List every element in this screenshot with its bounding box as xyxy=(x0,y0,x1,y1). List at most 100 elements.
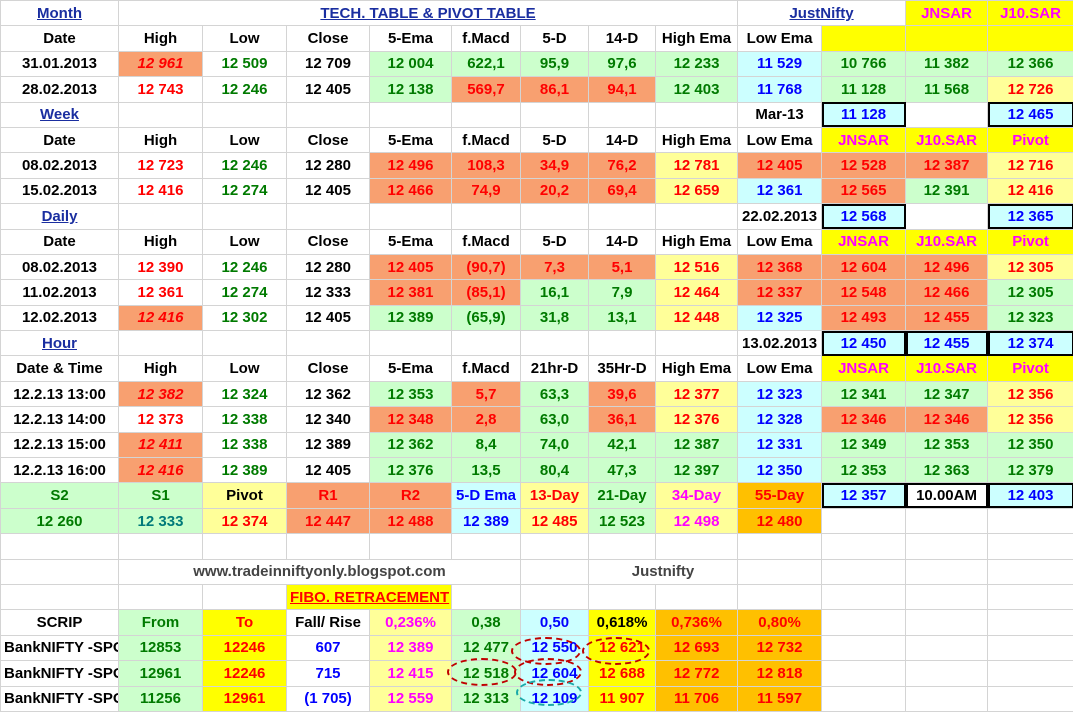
cell[interactable]: 95,9 xyxy=(521,51,589,76)
cell[interactable] xyxy=(370,534,452,559)
cell[interactable]: S1 xyxy=(119,483,203,508)
cell[interactable] xyxy=(119,204,203,229)
cell[interactable]: 12 353 xyxy=(370,381,452,406)
cell[interactable]: 715 xyxy=(287,661,370,686)
cell[interactable] xyxy=(906,534,988,559)
cell[interactable]: 12 565 xyxy=(822,178,906,203)
cell[interactable]: 622,1 xyxy=(452,51,521,76)
cell[interactable]: 12 416 xyxy=(119,178,203,203)
cell[interactable]: 12 743 xyxy=(119,77,203,102)
cell[interactable]: 39,6 xyxy=(589,381,656,406)
cell[interactable] xyxy=(822,534,906,559)
cell[interactable]: 12 496 xyxy=(370,153,452,178)
cell[interactable]: BankNIFTY -SPOT xyxy=(1,661,119,686)
cell[interactable]: J10.SAR xyxy=(906,356,988,381)
cell[interactable] xyxy=(452,102,521,127)
cell[interactable]: Low Ema xyxy=(738,127,822,152)
cell[interactable]: 11 568 xyxy=(906,77,988,102)
cell[interactable] xyxy=(1,584,119,609)
cell[interactable]: 12 397 xyxy=(656,458,738,483)
cell[interactable]: 12 353 xyxy=(822,458,906,483)
cell[interactable] xyxy=(988,534,1073,559)
cell[interactable]: 74,9 xyxy=(452,178,521,203)
cell[interactable]: 12.02.2013 xyxy=(1,305,119,330)
cell[interactable]: JNSAR xyxy=(822,127,906,152)
cell[interactable]: BankNIFTY -SPOT xyxy=(1,686,119,711)
cell[interactable]: 12 325 xyxy=(738,305,822,330)
cell[interactable] xyxy=(370,331,452,356)
cell[interactable]: FIBO. RETRACEMENT xyxy=(287,584,452,609)
cell[interactable]: 55-Day xyxy=(738,483,822,508)
cell[interactable] xyxy=(906,686,988,711)
cell[interactable]: 12 604 xyxy=(521,661,589,686)
cell[interactable]: 0,80% xyxy=(738,610,822,635)
cell[interactable] xyxy=(1,559,119,584)
cell[interactable] xyxy=(906,26,988,51)
cell[interactable]: 21hr-D xyxy=(521,356,589,381)
cell[interactable]: 97,6 xyxy=(589,51,656,76)
cell[interactable]: 12 356 xyxy=(988,407,1073,432)
cell[interactable]: Close xyxy=(287,229,370,254)
cell[interactable]: Date & Time xyxy=(1,356,119,381)
cell[interactable]: 12 274 xyxy=(203,178,287,203)
cell[interactable] xyxy=(906,584,988,609)
cell[interactable]: 12.2.13 13:00 xyxy=(1,381,119,406)
cell[interactable]: 12 328 xyxy=(738,407,822,432)
cell[interactable]: 12 416 xyxy=(988,178,1073,203)
cell[interactable]: 11.02.2013 xyxy=(1,280,119,305)
cell[interactable] xyxy=(370,204,452,229)
cell[interactable]: 12 659 xyxy=(656,178,738,203)
cell[interactable] xyxy=(906,610,988,635)
cell[interactable]: 11256 xyxy=(119,686,203,711)
cell[interactable]: 11 768 xyxy=(738,77,822,102)
cell[interactable]: 28.02.2013 xyxy=(1,77,119,102)
cell[interactable]: 14-D xyxy=(589,26,656,51)
cell[interactable] xyxy=(822,635,906,660)
cell[interactable]: To xyxy=(203,610,287,635)
cell[interactable]: 12 390 xyxy=(119,254,203,279)
cell[interactable] xyxy=(521,331,589,356)
cell[interactable]: 12 732 xyxy=(738,635,822,660)
cell[interactable]: Date xyxy=(1,127,119,152)
cell[interactable]: 12246 xyxy=(203,635,287,660)
cell[interactable]: Close xyxy=(287,356,370,381)
cell[interactable]: Daily xyxy=(1,204,119,229)
cell[interactable]: 12 337 xyxy=(738,280,822,305)
cell[interactable]: 12 346 xyxy=(822,407,906,432)
cell[interactable]: 12 346 xyxy=(906,407,988,432)
cell[interactable]: 12 604 xyxy=(822,254,906,279)
cell[interactable] xyxy=(521,584,589,609)
cell[interactable] xyxy=(203,584,287,609)
cell[interactable]: Low Ema xyxy=(738,26,822,51)
cell[interactable] xyxy=(656,204,738,229)
cell[interactable]: 12 568 xyxy=(822,204,906,229)
cell[interactable]: 12 709 xyxy=(287,51,370,76)
cell[interactable]: J10.SAR xyxy=(906,127,988,152)
cell[interactable]: 12 621 xyxy=(589,635,656,660)
cell[interactable]: 12 548 xyxy=(822,280,906,305)
cell[interactable]: 12 361 xyxy=(119,280,203,305)
cell[interactable]: R1 xyxy=(287,483,370,508)
cell[interactable] xyxy=(906,204,988,229)
cell[interactable]: 31.01.2013 xyxy=(1,51,119,76)
cell[interactable]: 12 357 xyxy=(822,483,906,508)
cell[interactable]: 20,2 xyxy=(521,178,589,203)
cell[interactable]: f.Macd xyxy=(452,127,521,152)
cell[interactable]: 12 377 xyxy=(656,381,738,406)
cell[interactable]: High Ema xyxy=(656,356,738,381)
cell[interactable]: 12 246 xyxy=(203,77,287,102)
cell[interactable]: 12 405 xyxy=(287,77,370,102)
cell[interactable]: 12 466 xyxy=(370,178,452,203)
cell[interactable]: 12 333 xyxy=(119,508,203,533)
cell[interactable] xyxy=(822,508,906,533)
cell[interactable]: 12 405 xyxy=(287,305,370,330)
cell[interactable]: 12 274 xyxy=(203,280,287,305)
cell[interactable]: 12 365 xyxy=(988,204,1073,229)
cell[interactable]: 12 403 xyxy=(988,483,1073,508)
cell[interactable]: 74,0 xyxy=(521,432,589,457)
cell[interactable]: 12 361 xyxy=(738,178,822,203)
cell[interactable]: 12 389 xyxy=(452,508,521,533)
cell[interactable] xyxy=(452,584,521,609)
cell[interactable] xyxy=(988,559,1073,584)
cell[interactable]: 12 455 xyxy=(906,305,988,330)
